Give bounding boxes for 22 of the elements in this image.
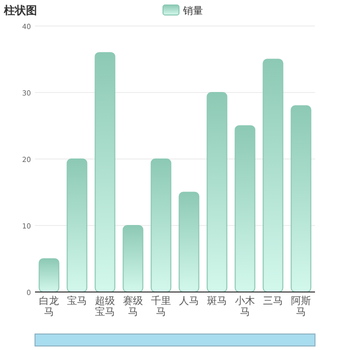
bar <box>122 225 144 292</box>
bar <box>38 258 60 292</box>
x-tick-label: 小木马 <box>235 295 255 318</box>
x-tick-label: 人马 <box>179 296 199 307</box>
bar <box>150 158 172 292</box>
legend-label: 销量 <box>182 6 203 17</box>
bar <box>262 58 284 292</box>
bar <box>94 52 116 292</box>
bar <box>66 158 88 292</box>
x-tick-label: 超级宝马 <box>95 295 115 318</box>
x-tick-label: 阿斯马 <box>291 295 311 318</box>
x-tick-label: 三马 <box>263 296 283 307</box>
x-tick-label: 宝马 <box>67 295 87 307</box>
bar <box>290 105 312 292</box>
chart-title: 柱状图 <box>3 4 37 17</box>
x-tick-label: 赛级马 <box>123 295 143 318</box>
bar <box>178 192 200 292</box>
bar <box>206 92 228 292</box>
x-tick-label: 白龙马 <box>39 295 59 318</box>
x-tick-label: 千里马 <box>151 295 171 318</box>
bar <box>234 125 256 292</box>
x-tick-label: 斑马 <box>207 295 227 307</box>
